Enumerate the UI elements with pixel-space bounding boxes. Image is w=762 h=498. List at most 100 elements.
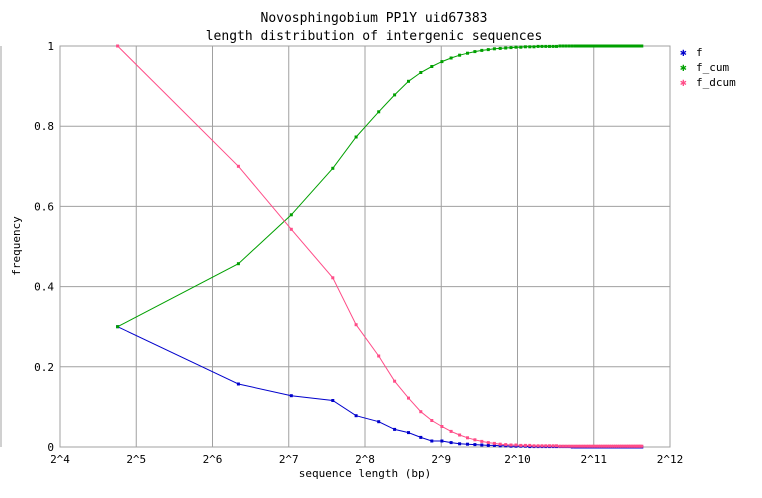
data-point	[615, 44, 619, 48]
data-point	[619, 444, 623, 448]
y-axis-label: frequency	[10, 216, 23, 276]
x-tick-label: 2^6	[203, 453, 223, 466]
data-point	[486, 441, 490, 445]
data-point	[630, 444, 634, 448]
data-point	[609, 444, 613, 448]
chart-title: Novosphingobium PP1Y uid67383	[261, 11, 488, 26]
data-point	[640, 44, 644, 48]
data-point	[498, 442, 502, 446]
data-point	[607, 44, 611, 48]
legend: ✱ f✱ f_cum✱ f_dcum	[680, 46, 736, 89]
data-point	[236, 382, 240, 386]
data-point	[614, 44, 617, 48]
data-point	[486, 443, 490, 447]
data-point	[584, 44, 588, 48]
data-point	[407, 431, 410, 435]
data-point	[331, 276, 335, 280]
data-point	[116, 325, 120, 329]
data-point	[619, 44, 623, 48]
data-point	[514, 45, 518, 49]
y-tick-label: 0.8	[34, 120, 54, 133]
data-point	[449, 429, 453, 433]
data-point	[596, 44, 600, 48]
legend-item-f_cum: ✱ f_cum	[680, 61, 729, 74]
x-tick-label: 2^11	[581, 453, 608, 466]
data-point	[635, 444, 639, 448]
data-point	[528, 443, 532, 447]
y-tick-label: 0.4	[34, 281, 54, 294]
data-point	[567, 44, 571, 48]
x-tick-label: 2^5	[126, 453, 146, 466]
plot-frame	[59, 45, 671, 448]
data-point	[393, 93, 397, 97]
data-point	[570, 444, 574, 448]
x-tick-label: 2^9	[431, 453, 451, 466]
data-point	[289, 227, 293, 231]
data-point	[582, 44, 585, 48]
data-point	[440, 439, 444, 443]
data-point	[449, 56, 453, 60]
data-point	[637, 44, 641, 48]
data-point	[473, 50, 477, 54]
data-point	[603, 444, 607, 448]
data-point	[498, 444, 502, 448]
data-point	[504, 443, 508, 447]
data-point	[473, 438, 477, 442]
data-point	[612, 444, 615, 448]
legend-marker: ✱	[680, 46, 687, 59]
data-point	[633, 44, 637, 48]
data-point	[377, 354, 381, 358]
data-point	[492, 443, 496, 447]
data-point	[480, 439, 484, 443]
legend-label: f_cum	[696, 61, 729, 74]
data-point	[492, 441, 496, 445]
data-point	[630, 44, 634, 48]
series-layer	[116, 44, 644, 449]
data-point	[473, 443, 477, 447]
data-point	[407, 396, 410, 400]
data-point	[466, 436, 469, 440]
data-point	[551, 444, 555, 448]
data-point	[576, 44, 580, 48]
data-point	[480, 443, 484, 447]
data-point	[236, 164, 240, 168]
data-point	[601, 444, 605, 448]
y-tick-label: 0.6	[34, 200, 54, 213]
data-point	[632, 444, 636, 448]
series-f_cum	[116, 44, 644, 329]
data-point	[599, 444, 603, 448]
legend-label: f	[696, 46, 703, 59]
data-point	[466, 442, 469, 446]
data-point	[419, 71, 423, 74]
data-point	[582, 444, 585, 448]
data-point	[289, 213, 293, 217]
data-point	[633, 444, 637, 448]
y-tick-label: 1	[47, 40, 54, 53]
data-point	[458, 53, 462, 57]
data-point	[504, 46, 508, 50]
data-point	[544, 444, 548, 448]
legend-marker: ✱	[680, 61, 687, 74]
data-point	[612, 44, 615, 48]
data-point	[419, 410, 423, 414]
data-point	[628, 444, 632, 448]
tick-labels: 2^4 2^5 2^6 2^7 2^8 2^9 2^10 2^11 2^12 0 0.2 0.4 0.6…	[34, 40, 683, 466]
data-point	[579, 44, 583, 48]
data-point	[589, 444, 593, 448]
series-f_dcum	[116, 44, 644, 448]
y-tick-label: 0	[47, 441, 54, 454]
data-point	[430, 419, 434, 422]
data-point	[544, 44, 548, 48]
data-point	[236, 262, 240, 266]
data-point	[573, 444, 577, 448]
data-point	[638, 44, 642, 48]
data-point	[523, 45, 527, 49]
x-tick-label: 2^8	[355, 453, 375, 466]
data-point	[594, 44, 598, 48]
data-point	[561, 444, 565, 448]
data-point	[354, 135, 358, 139]
data-point	[589, 44, 593, 48]
data-point	[540, 44, 544, 48]
